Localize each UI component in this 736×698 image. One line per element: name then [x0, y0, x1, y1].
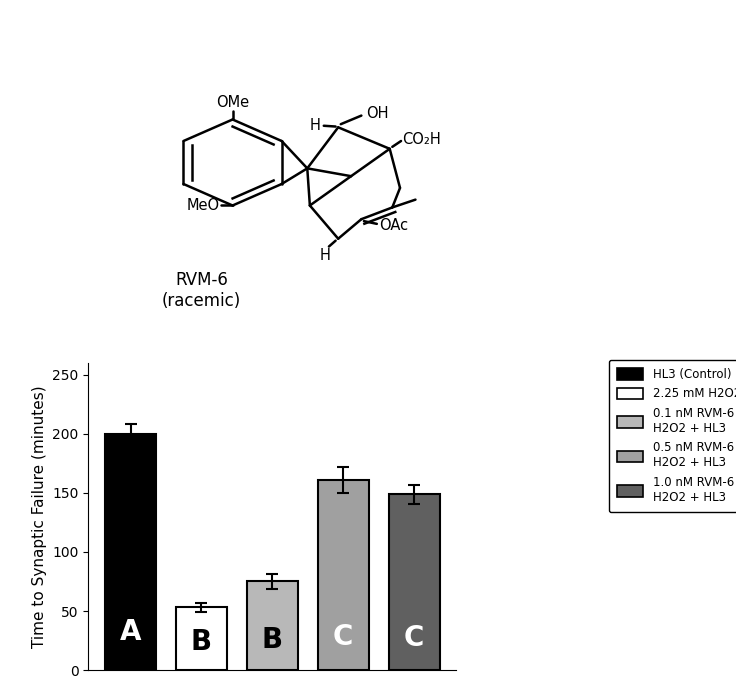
Bar [105, 434, 156, 670]
Text: MeO: MeO [186, 198, 220, 213]
Y-axis label: Time to Synaptic Failure (minutes): Time to Synaptic Failure (minutes) [32, 385, 46, 648]
Text: OH: OH [367, 106, 389, 121]
Text: OAc: OAc [380, 218, 408, 232]
Text: OMe: OMe [216, 95, 250, 110]
Legend: HL3 (Control), 2.25 mM H2O2 + HL3, 0.1 nM RVM-6 + 2.25 mM
H2O2 + HL3, 0.5 nM RVM: HL3 (Control), 2.25 mM H2O2 + HL3, 0.1 n… [609, 359, 736, 512]
Bar [176, 607, 227, 670]
Text: B: B [262, 626, 283, 654]
Text: (racemic): (racemic) [162, 292, 241, 310]
Bar [318, 480, 369, 670]
Text: CO₂H: CO₂H [403, 131, 442, 147]
Bar [247, 581, 298, 670]
Text: H: H [320, 248, 330, 263]
Text: C: C [333, 623, 353, 651]
Text: C: C [404, 625, 424, 653]
Text: RVM-6: RVM-6 [175, 271, 228, 289]
Text: H: H [309, 118, 320, 133]
Text: B: B [191, 628, 212, 656]
Bar [389, 494, 439, 670]
Text: A: A [120, 618, 141, 646]
